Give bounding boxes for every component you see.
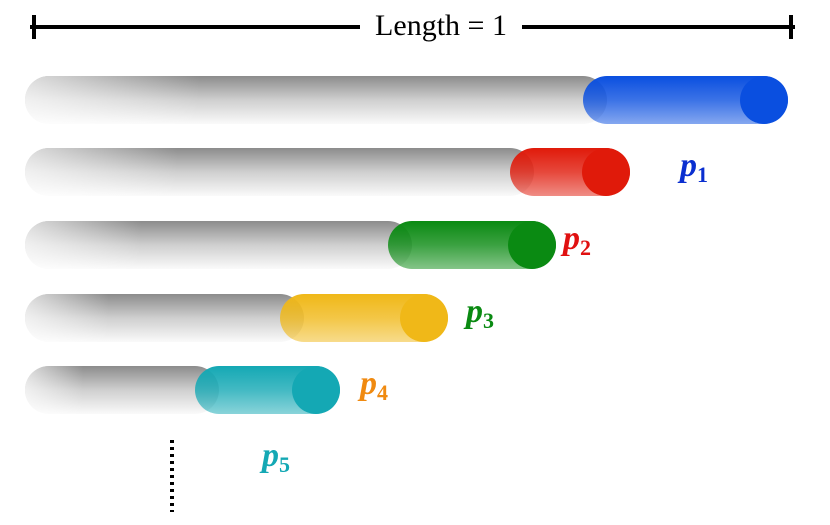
piece-cap: [582, 148, 630, 196]
stick: [25, 76, 788, 124]
remaining-stick-shade: [25, 221, 412, 269]
piece-cap: [508, 221, 556, 269]
piece-cap: [400, 294, 448, 342]
piece-label: p4: [357, 365, 388, 405]
stick: [25, 294, 448, 342]
broken-piece: [583, 76, 788, 124]
label-base: p: [677, 147, 697, 184]
remaining-stick-shade: [25, 294, 304, 342]
stick: [25, 148, 630, 196]
label-subscript: 2: [580, 235, 591, 260]
label-subscript: 1: [697, 162, 708, 187]
piece-label: p2: [560, 220, 591, 260]
label-base: p: [463, 293, 483, 330]
stick: [25, 221, 556, 269]
remaining-stick-shade: [25, 366, 219, 414]
length-label: Length = 1: [375, 9, 507, 42]
label-base: p: [560, 220, 580, 257]
remaining-stick-shade: [25, 76, 607, 124]
piece-cap: [292, 366, 340, 414]
length-bar: Length = 1: [30, 8, 795, 46]
remaining-stick-shade: [25, 148, 534, 196]
label-subscript: 5: [279, 452, 290, 477]
label-base: p: [259, 437, 279, 474]
label-base: p: [357, 365, 377, 402]
stick: [25, 366, 340, 414]
label-subscript: 4: [377, 380, 388, 405]
piece-label: p1: [677, 147, 708, 187]
piece-cap: [740, 76, 788, 124]
label-subscript: 3: [483, 308, 494, 333]
piece-label: p5: [259, 437, 290, 477]
piece-label: p3: [463, 293, 494, 333]
